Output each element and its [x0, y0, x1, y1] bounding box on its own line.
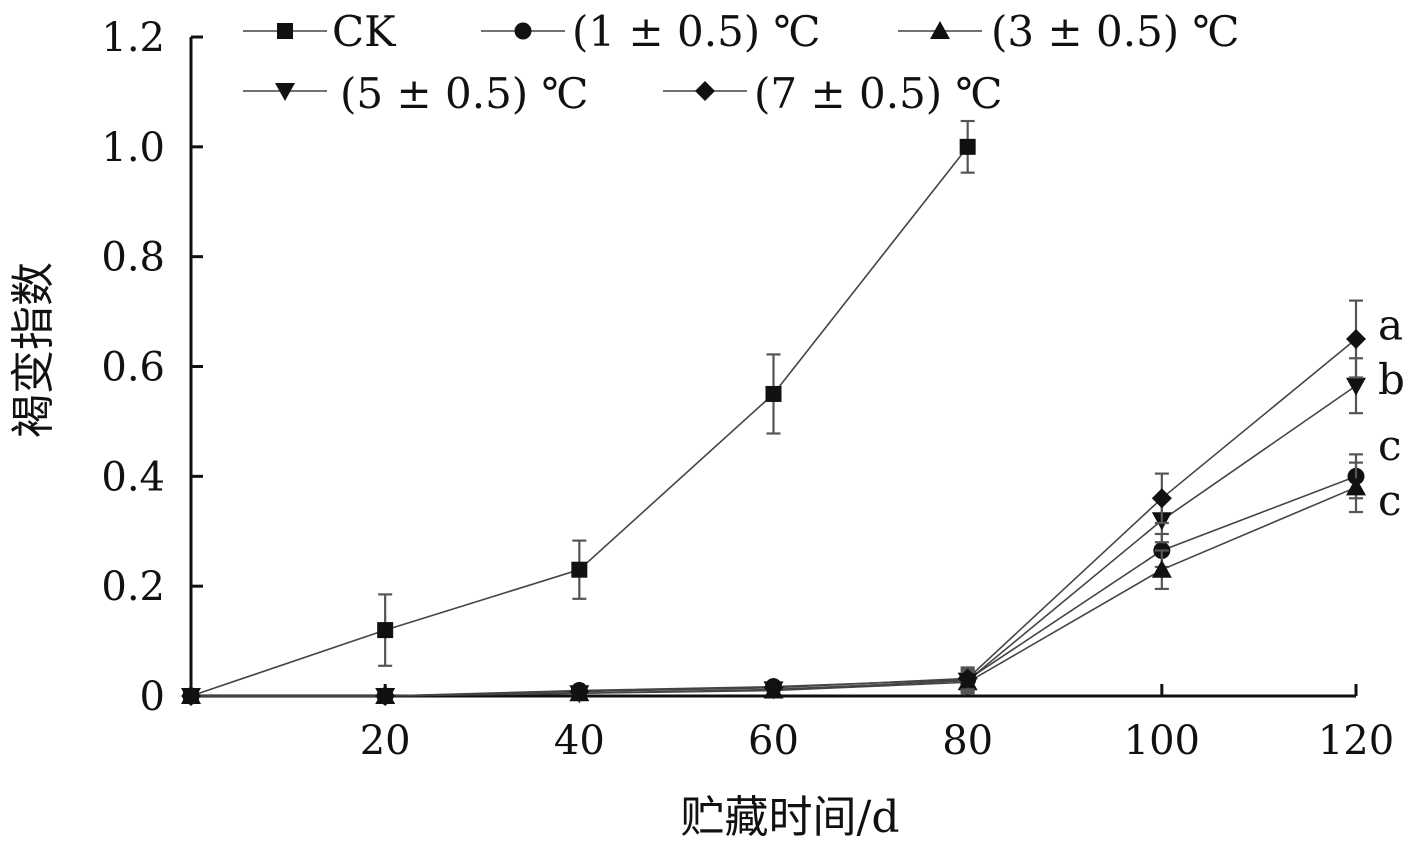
- data-point: [377, 622, 394, 639]
- y-tick-label: 0: [140, 674, 165, 720]
- series-line: [191, 475, 1357, 697]
- y-tick-label: 0.8: [101, 235, 165, 281]
- legend: CK (1 ± 0.5) ℃ (3 ± 0.5) ℃ (5 ± 0.5) ℃ (7 ± …: [243, 7, 1240, 118]
- series-line: [191, 486, 1357, 697]
- data-point: [763, 677, 784, 698]
- legend-marker: [275, 83, 295, 101]
- legend-marker: [514, 22, 532, 40]
- legend-label: (5 ± 0.5) ℃: [340, 69, 589, 118]
- y-tick-label: 0.6: [101, 345, 165, 391]
- series-layer: [181, 119, 1366, 706]
- series-square: [183, 119, 976, 704]
- x-tick-label: 20: [360, 718, 411, 764]
- x-tick-label: 120: [1318, 718, 1394, 764]
- legend-marker: [277, 23, 293, 39]
- data-point: [957, 668, 978, 689]
- data-point: [571, 561, 588, 578]
- legend-label: (3 ± 0.5) ℃: [991, 7, 1240, 56]
- legend-item: CK: [243, 7, 397, 56]
- x-tick-label: 80: [942, 718, 993, 764]
- legend-label: CK: [332, 7, 397, 56]
- x-tick-label: 60: [748, 718, 799, 764]
- legend-item: (7 ± 0.5) ℃: [663, 69, 1003, 118]
- legend-marker: [695, 81, 715, 101]
- significance-letter: a: [1378, 300, 1403, 349]
- significance-letter: c: [1378, 421, 1402, 470]
- series-circle: [182, 453, 1365, 705]
- data-point: [181, 686, 201, 706]
- x-tick-label: 100: [1124, 718, 1200, 764]
- series-diamond: [181, 299, 1366, 706]
- significance-letter: b: [1378, 355, 1405, 404]
- legend-marker: [930, 21, 950, 39]
- series-line: [190, 146, 969, 697]
- y-tick-label: 0.2: [101, 564, 165, 610]
- legend-label: (7 ± 0.5) ℃: [754, 69, 1003, 118]
- y-tick-label: 1.2: [101, 15, 165, 61]
- data-point: [959, 138, 976, 155]
- data-point: [1346, 477, 1366, 496]
- data-point: [569, 681, 590, 702]
- data-point: [1151, 488, 1172, 509]
- legend-item: (5 ± 0.5) ℃: [243, 69, 589, 118]
- series-triangle-up: [181, 461, 1366, 704]
- tick-labels: 0 0.2 0.4 0.6 0.8 1.0 1.2 20 40 60 80 100 120: [101, 15, 1394, 764]
- data-point: [1346, 377, 1366, 396]
- y-tick-label: 0.4: [101, 454, 165, 500]
- x-tick-label: 40: [554, 718, 605, 764]
- legend-label: (1 ± 0.5) ℃: [572, 7, 821, 56]
- significance-letter: c: [1378, 476, 1402, 525]
- data-point: [375, 686, 396, 706]
- y-tick-label: 1.0: [101, 125, 165, 171]
- data-point: [765, 385, 782, 402]
- legend-item: (3 ± 0.5) ℃: [898, 7, 1240, 56]
- data-point: [1151, 559, 1172, 578]
- y-axis-label: 褐变指数: [8, 262, 59, 438]
- legend-item: (1 ± 0.5) ℃: [481, 7, 821, 56]
- data-point: [1346, 329, 1366, 350]
- x-axis-label: 贮藏时间/d: [681, 792, 900, 842]
